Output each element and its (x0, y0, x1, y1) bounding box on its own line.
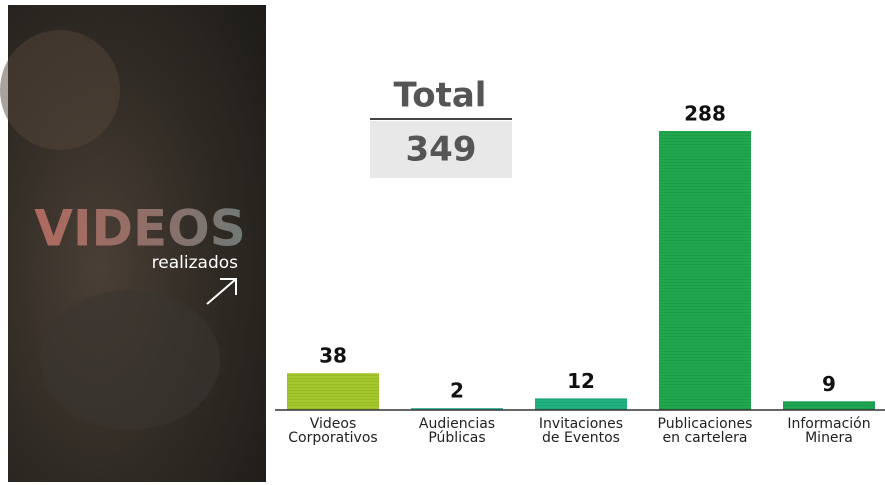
value-label: 9 (822, 372, 836, 396)
panel-title: VIDEOS (34, 200, 245, 258)
bar-texture (287, 373, 379, 410)
x-tick-label: Corporativos (288, 430, 377, 446)
x-tick-label: en cartelera (663, 430, 748, 446)
total-label: Total (394, 76, 487, 116)
bar-texture (535, 398, 627, 410)
page: VIDEOS realizados Total 349 38VideosCorp… (0, 0, 885, 485)
value-label: 288 (684, 102, 726, 126)
value-label: 12 (567, 369, 595, 393)
x-tick-label: Públicas (428, 430, 485, 446)
bar-texture (659, 131, 751, 410)
photo-shape (40, 290, 220, 430)
value-label: 2 (450, 379, 464, 403)
photo-shape (0, 30, 120, 150)
x-tick-label: Minera (805, 430, 853, 446)
bar-texture (783, 401, 875, 410)
total-value: 349 (406, 130, 477, 170)
value-label: 38 (319, 344, 347, 368)
panel-subtitle: realizados (152, 253, 238, 273)
bar-chart: 38VideosCorporativos2AudienciasPúblicas1… (275, 102, 885, 447)
x-tick-label: de Eventos (542, 430, 620, 446)
infographic: VIDEOS realizados Total 349 38VideosCorp… (0, 0, 885, 485)
